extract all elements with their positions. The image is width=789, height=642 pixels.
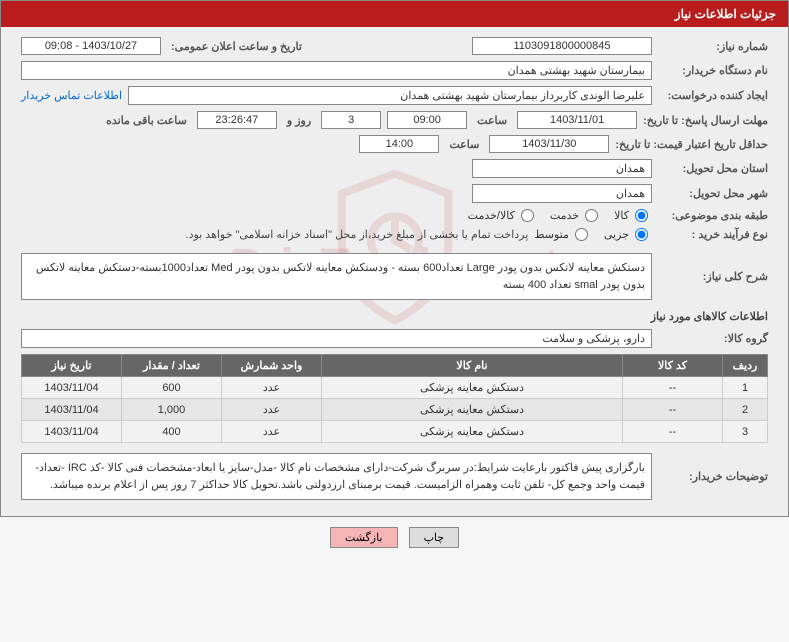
- table-cell: --: [623, 399, 723, 421]
- th-row: ردیف: [723, 355, 768, 377]
- announce-value: 1403/10/27 - 09:08: [21, 37, 161, 55]
- table-cell: 600: [122, 377, 222, 399]
- table-cell: --: [623, 377, 723, 399]
- payment-note: پرداخت تمام یا بخشی از مبلغ خرید،از محل …: [186, 228, 529, 241]
- panel-header: جزئیات اطلاعات نیاز: [1, 1, 788, 27]
- table-cell: 1403/11/04: [22, 421, 122, 443]
- back-button[interactable]: بازگشت: [330, 527, 398, 548]
- table-cell: 1403/11/04: [22, 377, 122, 399]
- remain-label: ساعت باقی مانده: [102, 114, 191, 127]
- table-row: 2--دستکش معاینه پزشکیعدد1,0001403/11/04: [22, 399, 768, 421]
- button-bar: چاپ بازگشت: [0, 517, 789, 558]
- table-cell: 3: [723, 421, 768, 443]
- days-and-label: روز و: [283, 114, 315, 127]
- main-panel: جزئیات اطلاعات نیاز PrisTender.net شماره…: [0, 0, 789, 517]
- goods-section-title: اطلاعات کالاهای مورد نیاز: [21, 310, 768, 323]
- table-cell: عدد: [222, 377, 322, 399]
- table-cell: --: [623, 421, 723, 443]
- category-label: طبقه بندی موضوعی:: [658, 209, 768, 222]
- need-no-label: شماره نیاز:: [658, 40, 768, 53]
- requester-value: علیرضا الوندی کاربرداز بیمارستان شهید به…: [128, 86, 652, 105]
- radio-goods[interactable]: کالا: [614, 209, 652, 222]
- panel-content: PrisTender.net شماره نیاز: 1103091800000…: [1, 27, 788, 516]
- radio-partial[interactable]: جزیی: [604, 228, 652, 241]
- buyer-contact-link[interactable]: اطلاعات تماس خریدار: [21, 89, 122, 102]
- hour-label-2: ساعت: [445, 138, 483, 151]
- table-cell: دستکش معاینه پزشکی: [322, 421, 623, 443]
- panel-title: جزئیات اطلاعات نیاز: [675, 7, 776, 21]
- th-date: تاریخ نیاز: [22, 355, 122, 377]
- radio-service-input[interactable]: [585, 209, 598, 222]
- table-cell: دستکش معاینه پزشکی: [322, 377, 623, 399]
- radio-both[interactable]: کالا/خدمت: [468, 209, 538, 222]
- validity-date: 1403/11/30: [489, 135, 609, 153]
- th-unit: واحد شمارش: [222, 355, 322, 377]
- table-cell: عدد: [222, 421, 322, 443]
- announce-label: تاریخ و ساعت اعلان عمومی:: [167, 40, 306, 53]
- radio-partial-input[interactable]: [635, 228, 648, 241]
- validity-label: حداقل تاریخ اعتبار قیمت: تا تاریخ:: [615, 138, 768, 151]
- validity-time: 14:00: [359, 135, 439, 153]
- buyer-value: بیمارستان شهید بهشتی همدان: [21, 61, 652, 80]
- deadline-date: 1403/11/01: [517, 111, 637, 129]
- province-value: همدان: [472, 159, 652, 178]
- goods-table: ردیف کد کالا نام کالا واحد شمارش تعداد /…: [21, 354, 768, 443]
- table-cell: 2: [723, 399, 768, 421]
- th-name: نام کالا: [322, 355, 623, 377]
- radio-service[interactable]: خدمت: [550, 209, 602, 222]
- days-remain: 3: [321, 111, 381, 129]
- table-cell: 1,000: [122, 399, 222, 421]
- print-button[interactable]: چاپ: [409, 527, 460, 548]
- requester-label: ایجاد کننده درخواست:: [658, 89, 768, 102]
- table-cell: 400: [122, 421, 222, 443]
- buyer-label: نام دستگاه خریدار:: [658, 64, 768, 77]
- buyer-note-label: توضیحات خریدار:: [658, 470, 768, 483]
- buyer-note-value: بارگزاری پیش فاکتور بارعایت شرایط:در سرب…: [21, 453, 652, 500]
- desc-label: شرح کلی نیاز:: [658, 270, 768, 283]
- deadline-time: 09:00: [387, 111, 467, 129]
- city-label: شهر محل تحویل:: [658, 187, 768, 200]
- desc-value: دستکش معاینه لاتکس بدون پودر Large تعداد…: [21, 253, 652, 300]
- province-label: استان محل تحویل:: [658, 162, 768, 175]
- table-cell: دستکش معاینه پزشکی: [322, 399, 623, 421]
- table-row: 1--دستکش معاینه پزشکیعدد6001403/11/04: [22, 377, 768, 399]
- time-remain: 23:26:47: [197, 111, 277, 129]
- hour-label-1: ساعت: [473, 114, 511, 127]
- category-radio-group: کالا خدمت کالا/خدمت: [468, 209, 652, 222]
- table-cell: 1: [723, 377, 768, 399]
- city-value: همدان: [472, 184, 652, 203]
- radio-both-input[interactable]: [521, 209, 534, 222]
- radio-medium[interactable]: متوسط: [534, 228, 592, 241]
- purchase-type-radio-group: جزیی متوسط: [534, 228, 652, 241]
- table-cell: 1403/11/04: [22, 399, 122, 421]
- radio-medium-input[interactable]: [575, 228, 588, 241]
- table-cell: عدد: [222, 399, 322, 421]
- radio-goods-input[interactable]: [635, 209, 648, 222]
- table-row: 3--دستکش معاینه پزشکیعدد4001403/11/04: [22, 421, 768, 443]
- purchase-type-label: نوع فرآیند خرید :: [658, 228, 768, 241]
- group-label: گروه کالا:: [658, 332, 768, 345]
- th-code: کد کالا: [623, 355, 723, 377]
- th-qty: تعداد / مقدار: [122, 355, 222, 377]
- group-value: دارو، پزشکی و سلامت: [21, 329, 652, 348]
- deadline-label: مهلت ارسال پاسخ: تا تاریخ:: [643, 114, 768, 127]
- need-no-value: 1103091800000845: [472, 37, 652, 55]
